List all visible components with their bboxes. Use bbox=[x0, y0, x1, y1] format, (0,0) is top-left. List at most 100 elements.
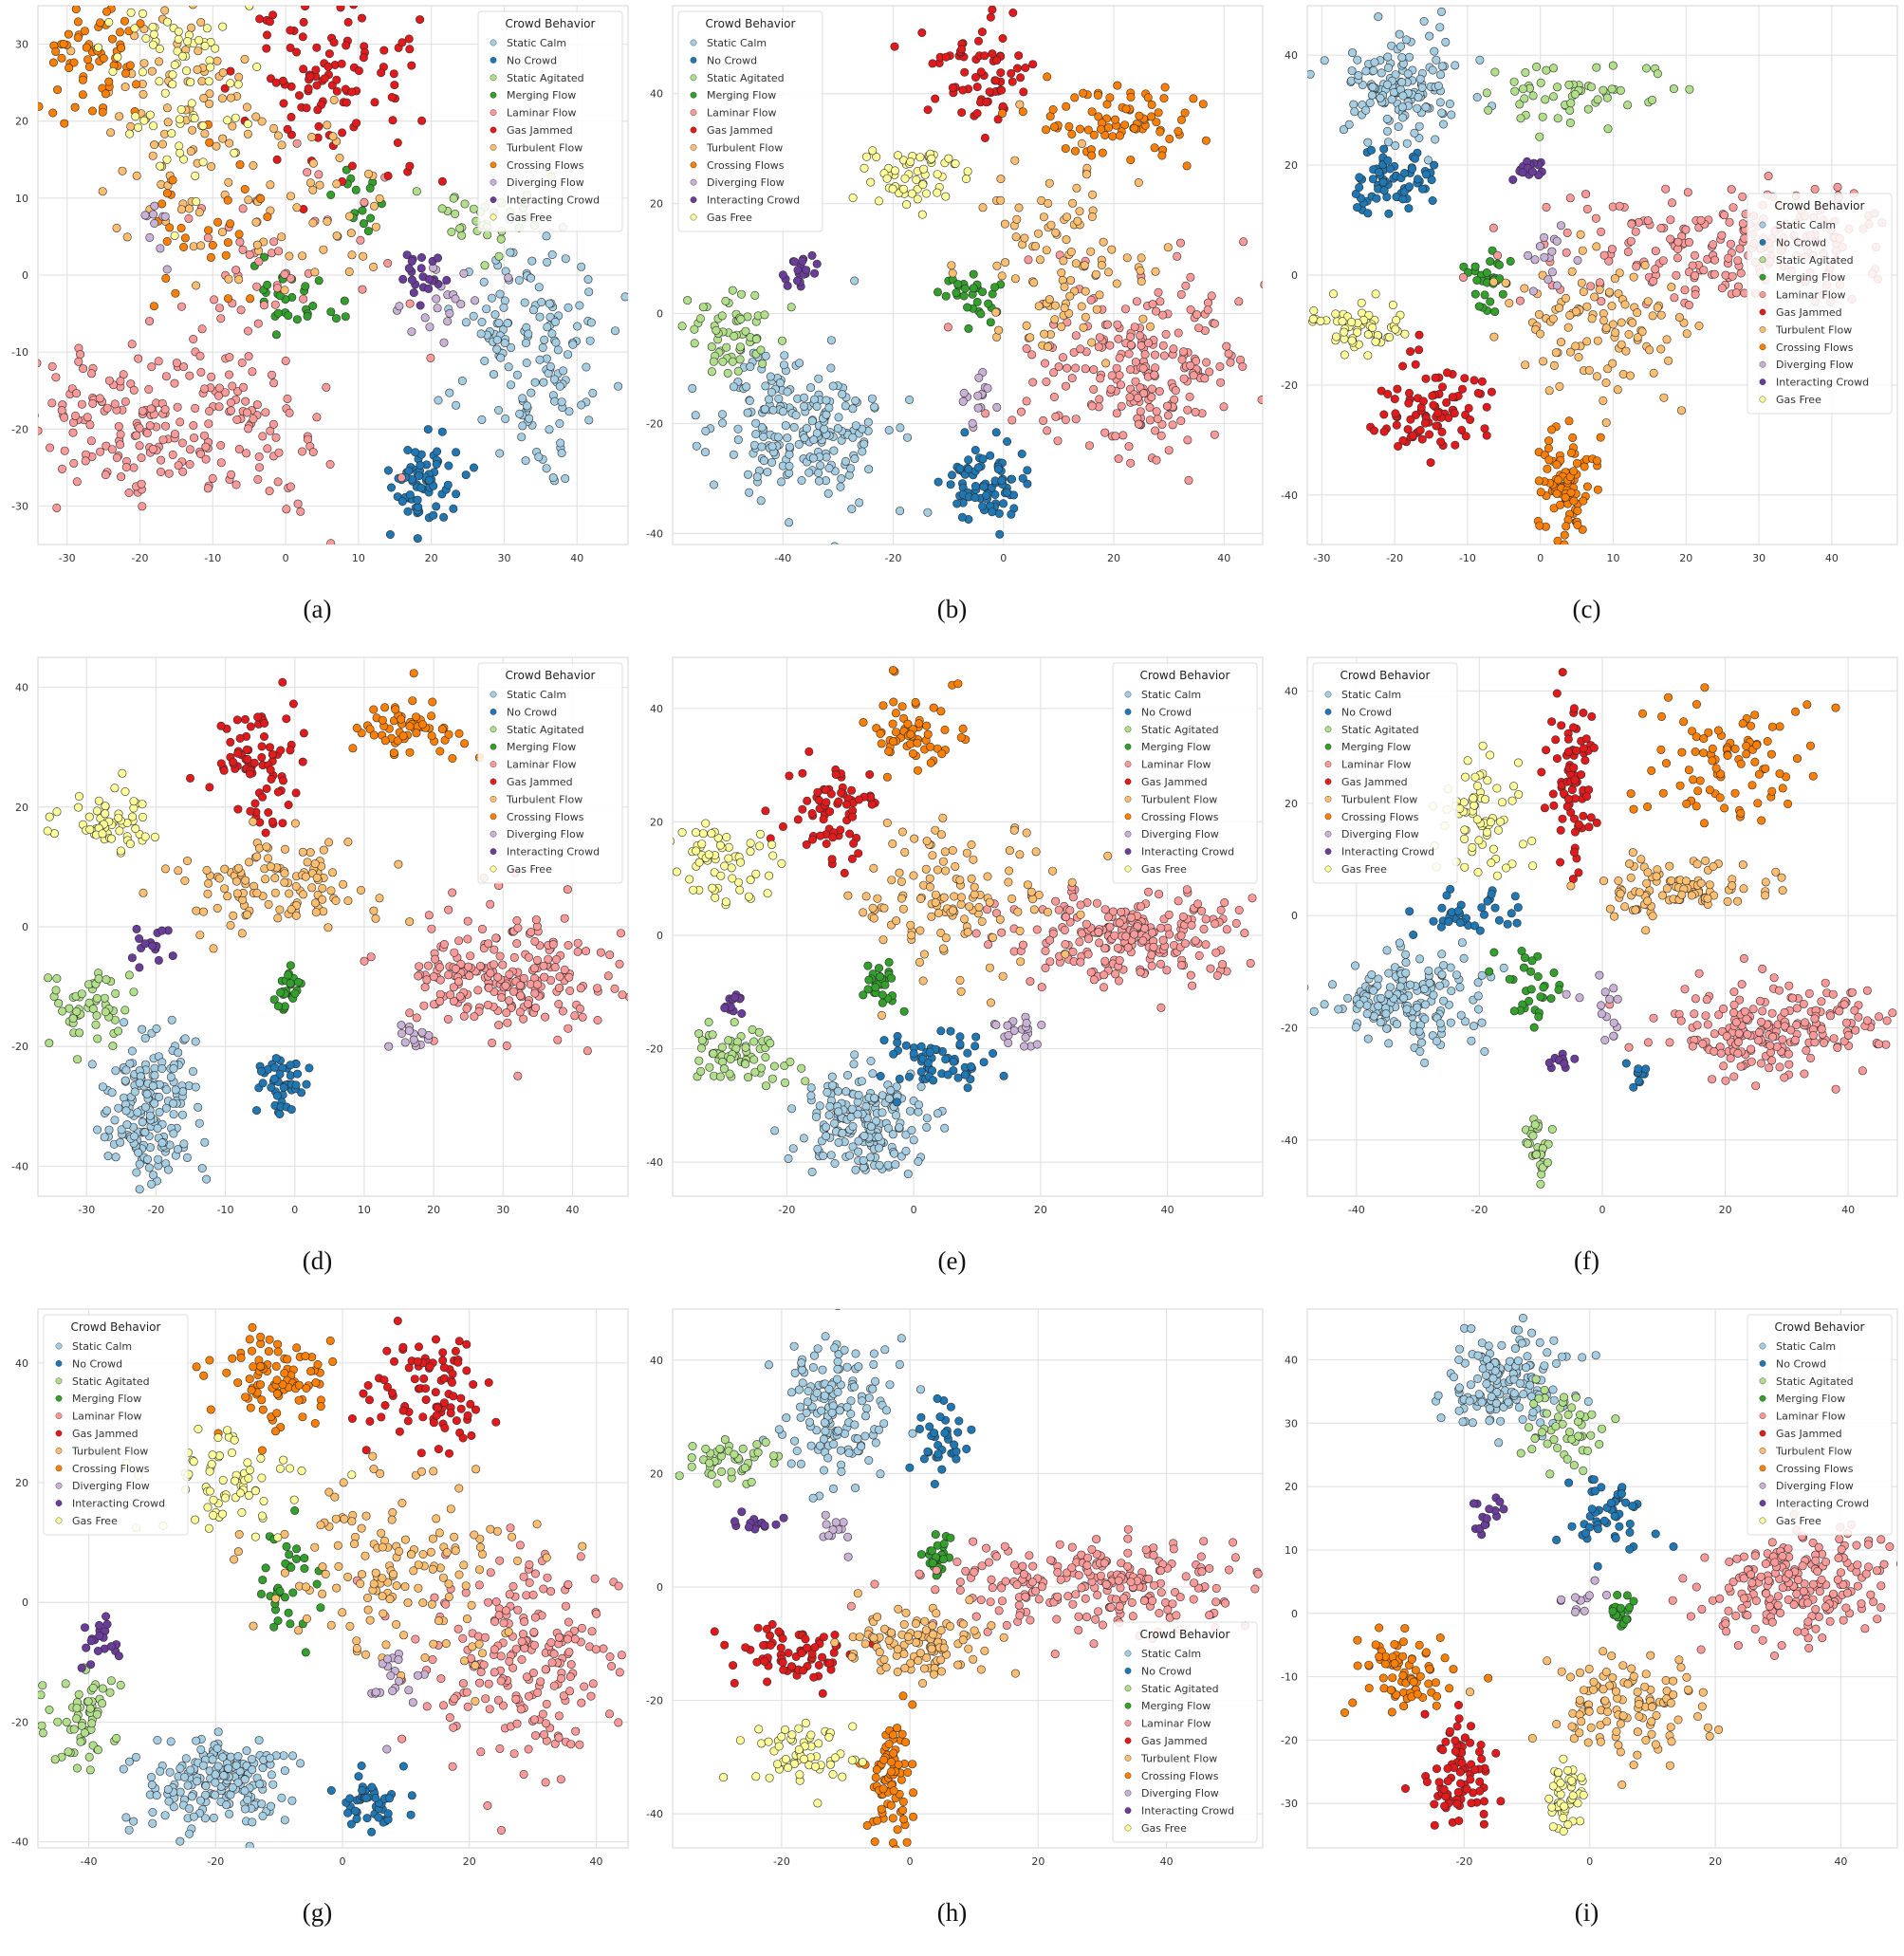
point-turbulent-flow bbox=[1026, 333, 1035, 342]
point-laminar-flow bbox=[1061, 415, 1070, 424]
point-turbulent-flow bbox=[185, 204, 194, 213]
point-static-agitated bbox=[697, 1036, 707, 1045]
x-tick-label: -20 bbox=[885, 552, 902, 564]
point-static-calm bbox=[923, 507, 933, 517]
point-laminar-flow bbox=[462, 1004, 471, 1013]
point-crossing-flows bbox=[1110, 115, 1119, 124]
point-no-crowd bbox=[413, 495, 422, 505]
point-turbulent-flow bbox=[1584, 365, 1594, 375]
point-merging-flow bbox=[952, 288, 961, 298]
point-laminar-flow bbox=[1720, 211, 1729, 220]
point-no-crowd bbox=[999, 1071, 1008, 1080]
point-laminar-flow bbox=[1024, 255, 1033, 265]
point-no-crowd bbox=[267, 1082, 276, 1092]
point-static-calm bbox=[133, 1108, 142, 1117]
point-crossing-flows bbox=[179, 242, 189, 251]
point-crossing-flows bbox=[428, 697, 437, 707]
point-gas-free bbox=[94, 796, 103, 805]
point-turbulent-flow bbox=[1489, 332, 1499, 341]
point-static-calm bbox=[895, 1123, 904, 1133]
point-laminar-flow bbox=[1114, 976, 1123, 986]
point-static-calm bbox=[191, 1082, 200, 1092]
point-laminar-flow bbox=[1582, 204, 1592, 213]
point-laminar-flow bbox=[210, 295, 219, 304]
point-turbulent-flow bbox=[918, 976, 928, 986]
point-turbulent-flow bbox=[1103, 268, 1113, 277]
point-laminar-flow bbox=[281, 356, 290, 365]
point-gas-free bbox=[933, 170, 942, 179]
point-crossing-flows bbox=[38, 101, 44, 111]
point-laminar-flow bbox=[1084, 441, 1094, 451]
point-crossing-flows bbox=[1165, 134, 1174, 143]
point-diverging-flow bbox=[400, 1038, 410, 1047]
point-laminar-flow bbox=[529, 964, 539, 973]
point-static-calm bbox=[785, 450, 794, 459]
point-laminar-flow bbox=[189, 334, 198, 343]
point-laminar-flow bbox=[426, 353, 435, 362]
point-turbulent-flow bbox=[394, 859, 403, 869]
point-turbulent-flow bbox=[1010, 274, 1020, 284]
point-laminar-flow bbox=[1149, 942, 1158, 951]
point-laminar-flow bbox=[1226, 358, 1235, 367]
point-static-calm bbox=[730, 382, 739, 392]
point-laminar-flow bbox=[1089, 365, 1099, 375]
point-turbulent-flow bbox=[910, 834, 919, 843]
point-laminar-flow bbox=[270, 300, 280, 309]
point-gas-jammed bbox=[1014, 51, 1024, 61]
point-laminar-flow bbox=[1733, 256, 1743, 266]
point-laminar-flow bbox=[1065, 906, 1075, 915]
point-no-crowd bbox=[397, 497, 407, 507]
point-laminar-flow bbox=[96, 447, 105, 456]
point-turbulent-flow bbox=[939, 893, 949, 902]
point-laminar-flow bbox=[164, 469, 174, 478]
point-turbulent-flow bbox=[213, 56, 222, 65]
point-gas-jammed bbox=[982, 98, 991, 107]
legend-label-no-crowd: No Crowd bbox=[707, 54, 757, 66]
point-turbulent-flow bbox=[163, 118, 173, 127]
point-laminar-flow bbox=[1184, 475, 1193, 485]
point-turbulent-flow bbox=[921, 864, 931, 874]
point-laminar-flow bbox=[560, 913, 569, 923]
point-laminar-flow bbox=[172, 359, 181, 368]
point-static-calm bbox=[152, 1024, 161, 1033]
point-turbulent-flow bbox=[180, 877, 190, 886]
point-gas-free bbox=[43, 826, 52, 836]
point-diverging-flow bbox=[992, 402, 1002, 412]
point-laminar-flow bbox=[190, 434, 199, 443]
x-tick-label: 0 bbox=[1000, 552, 1007, 564]
legend-marker-static-agitated bbox=[690, 74, 697, 82]
point-gas-free bbox=[131, 824, 140, 834]
point-laminar-flow bbox=[157, 455, 166, 465]
point-gas-jammed bbox=[342, 41, 351, 50]
point-laminar-flow bbox=[1163, 411, 1173, 420]
point-laminar-flow bbox=[1118, 431, 1128, 440]
point-laminar-flow bbox=[1607, 245, 1617, 254]
point-gas-free bbox=[1368, 323, 1377, 332]
point-static-calm bbox=[1383, 80, 1393, 89]
point-gas-jammed bbox=[1021, 64, 1030, 73]
point-static-calm bbox=[812, 401, 822, 411]
point-gas-jammed bbox=[977, 28, 987, 37]
point-laminar-flow bbox=[1155, 387, 1164, 397]
point-gas-jammed bbox=[301, 6, 310, 11]
point-gas-jammed bbox=[778, 821, 787, 831]
point-laminar-flow bbox=[1562, 248, 1571, 257]
point-static-calm bbox=[539, 378, 548, 387]
point-laminar-flow bbox=[104, 376, 114, 385]
legend-label-gas-jammed: Gas Jammed bbox=[707, 124, 773, 137]
point-laminar-flow bbox=[1257, 396, 1263, 404]
point-laminar-flow bbox=[1672, 270, 1681, 280]
point-gas-jammed bbox=[972, 109, 982, 119]
point-static-calm bbox=[875, 1143, 884, 1153]
point-static-agitated bbox=[114, 1026, 123, 1036]
point-gas-jammed bbox=[834, 797, 843, 806]
point-laminar-flow bbox=[88, 398, 98, 408]
point-merging-flow bbox=[331, 314, 341, 323]
point-interacting-crowd bbox=[416, 252, 426, 262]
point-static-calm bbox=[147, 1179, 157, 1189]
point-laminar-flow bbox=[1680, 286, 1690, 295]
point-static-calm bbox=[1433, 82, 1443, 91]
point-turbulent-flow bbox=[299, 890, 308, 899]
point-crossing-flows bbox=[204, 226, 213, 235]
